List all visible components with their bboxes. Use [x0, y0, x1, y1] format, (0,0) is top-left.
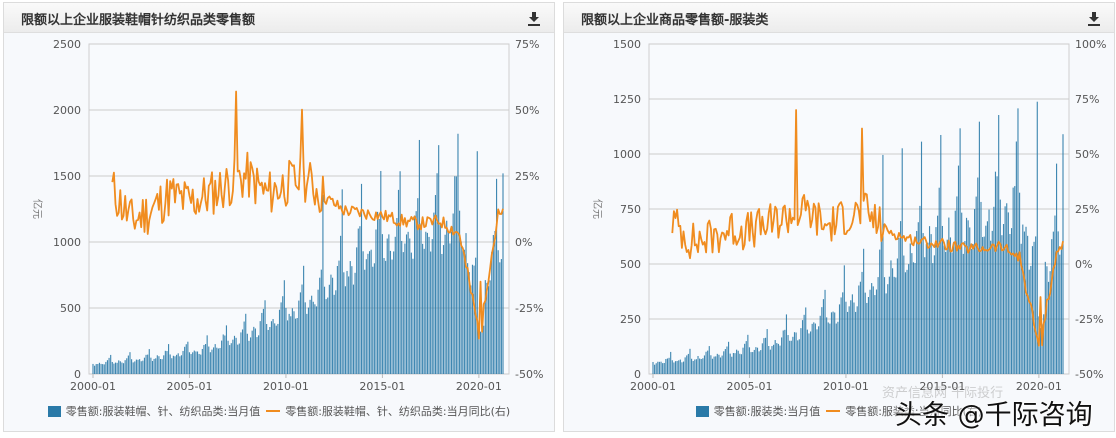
svg-text:50%: 50%	[1075, 148, 1099, 161]
svg-text:500: 500	[620, 258, 641, 271]
svg-text:2005-01: 2005-01	[166, 380, 212, 393]
svg-text:2010-01: 2010-01	[823, 380, 869, 393]
svg-text:750: 750	[620, 203, 641, 216]
watermark-faint: 资产信息网 千际投行	[882, 386, 1004, 401]
svg-text:2000-01: 2000-01	[70, 380, 116, 393]
panel-header: 限额以上企业商品零售额-服装类	[564, 3, 1114, 33]
svg-text:2005-01: 2005-01	[726, 380, 772, 393]
svg-text:1500: 1500	[613, 38, 641, 51]
svg-text:0%: 0%	[515, 236, 532, 249]
svg-text:0: 0	[634, 368, 641, 381]
legend-item-bar[interactable]: 零售额:服装鞋帽、针、纺织品类:当月值	[47, 403, 261, 419]
svg-text:250: 250	[620, 313, 641, 326]
line-swatch-icon	[826, 410, 841, 412]
combo-chart: 0 -50% 250 -25% 500 0% 750 25% 1000 50% 1250 75% 150…	[591, 38, 1106, 393]
svg-text:0%: 0%	[1075, 258, 1092, 271]
svg-text:2000: 2000	[53, 104, 81, 117]
svg-text:2015-01: 2015-01	[919, 380, 965, 393]
legend-label: 零售额:服装类:当月值	[713, 405, 821, 418]
combo-chart: 0 -50% 500 -25% 1000 0% 1500 25% 2000 50% 2500 75% 亿…	[31, 38, 543, 393]
legend-label: 零售额:服装鞋帽、针、纺织品类:当月值	[65, 405, 261, 418]
panel-header: 限额以上企业服装鞋帽针纺织品类零售额	[4, 3, 554, 33]
svg-text:-50%: -50%	[515, 368, 543, 381]
chart-panel-clothing: 限额以上企业商品零售额-服装类 0 -50% 250 -25% 500 0% 750 25% 1…	[563, 2, 1115, 432]
line-swatch-icon	[266, 410, 281, 412]
svg-text:75%: 75%	[515, 38, 539, 51]
svg-text:0: 0	[74, 368, 81, 381]
svg-text:75%: 75%	[1075, 93, 1099, 106]
svg-text:亿元: 亿元	[31, 199, 44, 219]
panel-title: 限额以上企业商品零售额-服装类	[581, 13, 769, 28]
panel-title: 限额以上企业服装鞋帽针纺织品类零售额	[21, 13, 256, 28]
legend-item-line[interactable]: 零售额:服装鞋帽、针、纺织品类:当月同比(右)	[266, 403, 510, 419]
legend-item-bar[interactable]: 零售额:服装类:当月值	[695, 403, 821, 419]
svg-text:2020-01: 2020-01	[456, 380, 502, 393]
watermark: 头条 @千际咨询	[895, 400, 1093, 431]
svg-text:2000-01: 2000-01	[630, 380, 676, 393]
svg-text:25%: 25%	[1075, 203, 1099, 216]
svg-text:1250: 1250	[613, 93, 641, 106]
legend-item-line[interactable]: 零售额:服装类:当月同比(右)	[826, 403, 982, 419]
chart-panel-clothing-shoes-textiles: 限额以上企业服装鞋帽针纺织品类零售额 0 -50% 500 -25% 1000 0% 150…	[3, 2, 555, 432]
bar-swatch-icon	[47, 405, 61, 417]
legend-label: 零售额:服装类:当月同比(右)	[845, 405, 983, 418]
chart-legend: 零售额:服装类:当月值 零售额:服装类:当月同比(右)	[564, 403, 1114, 419]
svg-text:1000: 1000	[613, 148, 641, 161]
svg-text:-50%: -50%	[1075, 368, 1103, 381]
svg-text:100%: 100%	[1075, 38, 1106, 51]
svg-text:2015-01: 2015-01	[359, 380, 405, 393]
svg-text:25%: 25%	[515, 170, 539, 183]
svg-text:500: 500	[60, 302, 81, 315]
svg-text:-25%: -25%	[1075, 313, 1103, 326]
svg-text:2010-01: 2010-01	[263, 380, 309, 393]
bar-swatch-icon	[695, 405, 709, 417]
download-icon[interactable]	[1088, 12, 1100, 26]
svg-text:亿元: 亿元	[591, 199, 604, 219]
svg-text:2500: 2500	[53, 38, 81, 51]
chart-legend: 零售额:服装鞋帽、针、纺织品类:当月值 零售额:服装鞋帽、针、纺织品类:当月同比…	[4, 403, 554, 419]
legend-label: 零售额:服装鞋帽、针、纺织品类:当月同比(右)	[285, 405, 511, 418]
svg-text:1000: 1000	[53, 236, 81, 249]
svg-text:2020-01: 2020-01	[1016, 380, 1062, 393]
svg-text:-25%: -25%	[515, 302, 543, 315]
svg-text:50%: 50%	[515, 104, 539, 117]
svg-text:1500: 1500	[53, 170, 81, 183]
download-icon[interactable]	[528, 12, 540, 26]
